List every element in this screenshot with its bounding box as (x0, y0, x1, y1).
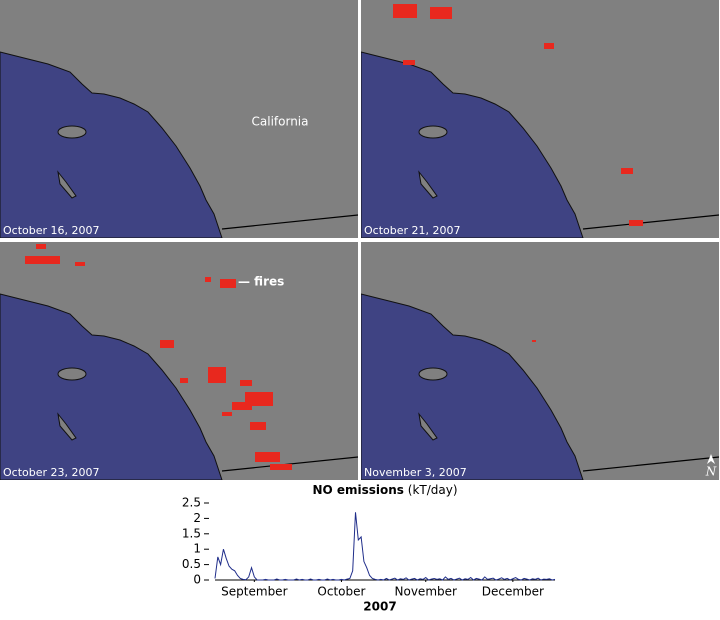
x-axis-label: 2007 (363, 600, 396, 614)
map-panel: California October 16, 2007 (0, 0, 358, 238)
fire-areas (393, 4, 643, 226)
chart-title: NO emissions (kT/day) (312, 483, 457, 497)
y-tick-label: 0 (193, 573, 201, 587)
title: NO emissions (312, 483, 404, 497)
north-label: N (705, 465, 717, 479)
region-label: California (252, 115, 309, 129)
panel-date: October 21, 2007 (364, 224, 461, 237)
panel-date: November 3, 2007 (364, 466, 467, 479)
x-tick-label: December (482, 585, 544, 599)
x-tick-label: October (317, 585, 365, 599)
y-tick-label: 2.5 (182, 496, 201, 510)
x-tick-label: September (221, 585, 287, 599)
chart: NO emissions (kT/day) 2007 0 0.51 1.522.5 S… (182, 483, 556, 614)
y-tick-label: 0.5 (182, 557, 201, 571)
y-tick-label: 1 (193, 542, 201, 556)
fires-label: — fires (238, 275, 284, 289)
map-panel: — fires October 23, 2007 (0, 242, 358, 480)
y-tick-label: 2 (193, 511, 201, 525)
data-line (214, 512, 556, 581)
map-panel: October 21, 2007 (361, 0, 719, 238)
north-arrow (707, 454, 715, 464)
panel-date: October 23, 2007 (3, 466, 100, 479)
fire-areas (25, 244, 292, 470)
fire-area (532, 340, 536, 342)
map-panel: N November 3, 2007 (361, 242, 719, 480)
y-tick-label: 1.5 (182, 526, 201, 540)
panel-date: October 16, 2007 (3, 224, 100, 237)
title-unit: (kT/day) (408, 483, 458, 497)
x-tick-label: November (395, 585, 457, 599)
